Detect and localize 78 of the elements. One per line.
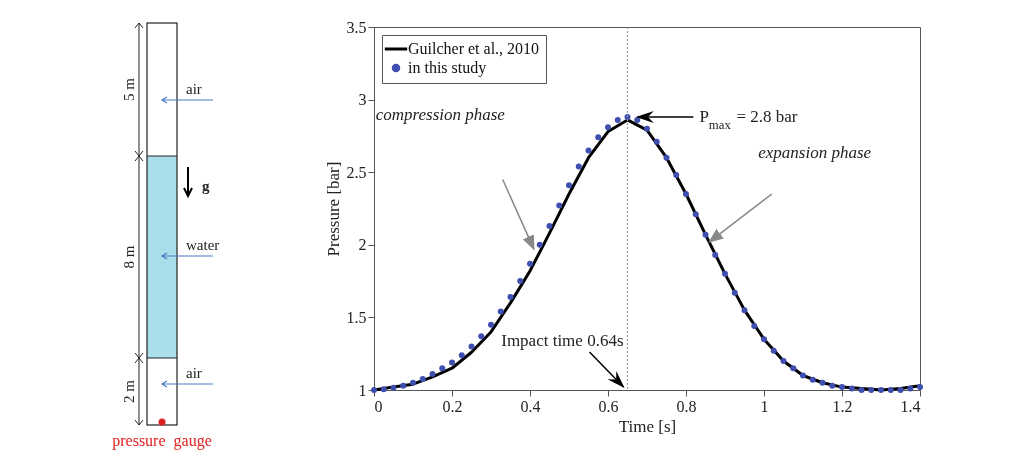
legend-label: in this study [408, 59, 487, 77]
point [790, 365, 797, 372]
point [380, 386, 387, 393]
point [644, 125, 650, 132]
point [868, 387, 875, 393]
point [839, 384, 845, 391]
point [809, 376, 816, 383]
x-axis-title: Time [s] [618, 416, 677, 436]
point [390, 384, 397, 391]
point [673, 172, 680, 179]
point [439, 365, 446, 372]
point [653, 138, 660, 145]
y-tick-label: 2 [358, 236, 367, 254]
point [858, 387, 865, 393]
legend-label: Guilcher et al., 2010 [408, 40, 540, 57]
point [488, 321, 494, 328]
x-tick-label: 0.8 [676, 397, 697, 415]
point [722, 270, 728, 277]
x-tick-label: 0.4 [520, 397, 541, 415]
point [468, 343, 475, 350]
y-tick-label: 3.5 [346, 18, 367, 36]
point [819, 379, 826, 386]
y-tick-label: 3 [358, 91, 367, 109]
x-tick-label: 1.4 [900, 397, 921, 415]
point [917, 384, 923, 391]
point [419, 376, 426, 383]
point [556, 202, 563, 209]
point [780, 357, 787, 364]
point [400, 382, 407, 389]
point [848, 385, 855, 392]
point [595, 134, 602, 141]
point [585, 147, 592, 154]
point [410, 379, 416, 386]
point [536, 241, 543, 248]
annotation: compression phase [375, 104, 506, 124]
x-tick-label: 1.2 [832, 397, 853, 415]
point [458, 352, 465, 359]
point [429, 371, 436, 378]
x-tick-label: 0.6 [598, 397, 619, 415]
point [634, 116, 641, 123]
point [712, 251, 719, 258]
y-tick-label: 1.5 [346, 308, 367, 326]
ref-line-label: Impact time 0.64s [501, 331, 624, 350]
y-axis-title: Pressure [bar] [323, 161, 343, 257]
point [751, 323, 758, 330]
y-tick-label: 2.5 [346, 163, 367, 181]
point [517, 278, 524, 285]
point [800, 372, 806, 379]
point [663, 154, 670, 161]
point [907, 385, 914, 392]
point [878, 387, 884, 393]
x-tick-label: 0.2 [442, 397, 463, 415]
x-tick-label: 0 [374, 397, 383, 415]
point [741, 307, 748, 314]
annotation: expansion phase [758, 142, 872, 162]
point [575, 163, 582, 170]
point [829, 382, 836, 389]
point [507, 294, 514, 301]
point [897, 387, 904, 393]
x-tick-label: 1 [760, 397, 769, 415]
point [527, 260, 533, 267]
point [683, 190, 689, 197]
point [692, 211, 699, 218]
point [546, 222, 553, 229]
point [614, 116, 621, 123]
point [702, 231, 709, 238]
point [761, 336, 767, 343]
point [770, 347, 777, 354]
y-tick-label: 1 [358, 381, 367, 399]
point [449, 359, 455, 366]
point [887, 387, 894, 393]
point [605, 124, 611, 131]
point [478, 333, 485, 340]
point [731, 289, 738, 296]
annotation: P$_{max}$ = 2.8 bar [699, 107, 798, 133]
point [497, 308, 504, 315]
water-column-diagram: 5 m 8 m 2 m air water air g pressure gauge [90, 0, 290, 459]
point [566, 182, 572, 189]
